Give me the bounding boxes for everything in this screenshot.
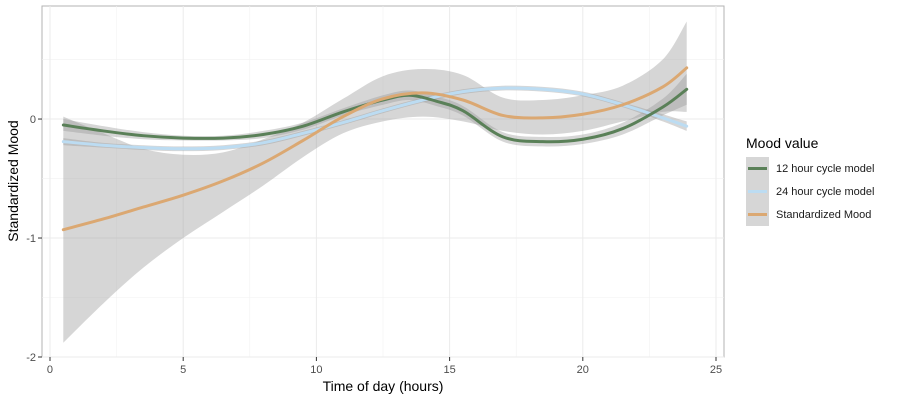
legend-swatch-24h	[748, 190, 767, 193]
x-axis-title: Time of day (hours)	[323, 378, 444, 394]
legend-key-standardized	[746, 203, 769, 226]
legend-title: Mood value	[746, 135, 819, 151]
minor-gridlines	[42, 6, 724, 357]
legend-key-12h	[746, 157, 769, 180]
confidence-bands	[63, 21, 687, 343]
x-tick-label: 10	[310, 364, 322, 376]
series-line-2	[61, 66, 689, 232]
y-tick-label: -2	[26, 352, 36, 364]
series-lines	[61, 66, 689, 232]
legend-item-12h: 12 hour cycle model	[746, 157, 874, 180]
x-axis-ticks: 0 5 10 15 20 25	[47, 357, 722, 376]
x-tick-label: 25	[710, 364, 722, 376]
x-tick-label: 15	[443, 364, 455, 376]
y-tick-label: 0	[30, 114, 36, 126]
legend-label-12h: 12 hour cycle model	[776, 162, 875, 175]
legend-key-24h	[746, 180, 769, 203]
y-axis-title: Standardized Mood	[5, 120, 21, 241]
legend-label-standardized: Standardized Mood	[776, 208, 872, 221]
y-axis-ticks: -2 -1 0	[26, 114, 42, 364]
legend-swatch-standardized	[748, 213, 767, 216]
legend-label-24h: 24 hour cycle model	[776, 185, 875, 198]
legend: Mood value 12 hour cycle model 24 hour c…	[746, 135, 874, 226]
x-tick-label: 0	[47, 364, 53, 376]
legend-item-standardized: Standardized Mood	[746, 203, 874, 226]
major-gridlines	[42, 6, 724, 358]
x-tick-label: 5	[180, 364, 186, 376]
legend-item-24h: 24 hour cycle model	[746, 180, 874, 203]
x-tick-label: 20	[577, 364, 589, 376]
y-tick-label: -1	[26, 233, 36, 245]
confidence-band-1	[63, 85, 687, 152]
confidence-band-2	[63, 21, 687, 343]
series-line-1	[61, 86, 689, 151]
legend-swatch-12h	[748, 167, 767, 170]
